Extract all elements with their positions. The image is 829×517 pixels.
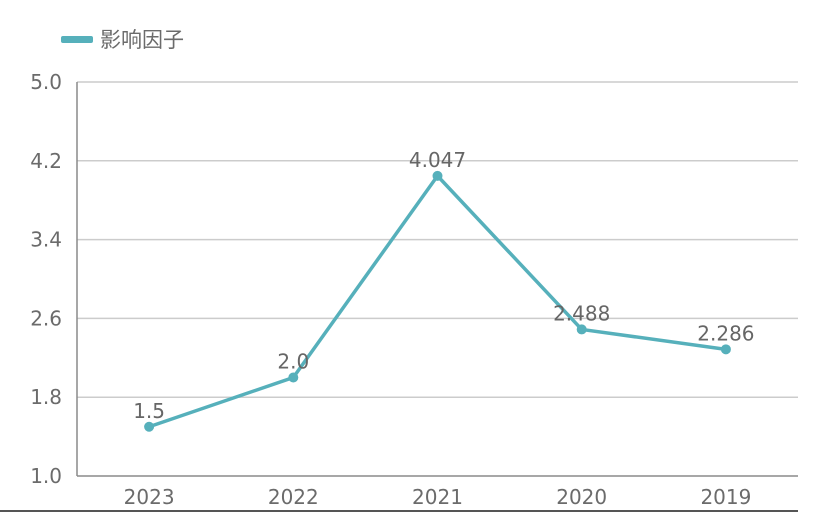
data-point	[432, 170, 443, 181]
grid-lines	[77, 81, 798, 398]
y-tick-label: 1.8	[30, 385, 62, 409]
y-tick-label: 5.0	[30, 70, 62, 94]
y-axis: 1.0 1.8 2.6 3.4 4.2 5.0	[30, 70, 78, 488]
data-label: 4.047	[409, 148, 466, 172]
x-tick-label: 2019	[700, 485, 751, 509]
data-label: 1.5	[133, 399, 165, 423]
data-point	[144, 421, 155, 432]
y-tick-label: 4.2	[30, 149, 62, 173]
x-tick-label: 2023	[124, 485, 175, 509]
y-tick-label: 3.4	[30, 228, 62, 252]
legend: 影响因子	[61, 28, 184, 52]
data-label: 2.0	[277, 350, 309, 374]
legend-swatch	[61, 36, 93, 43]
x-axis: 2023 2022 2021 2020 2019	[0, 475, 798, 512]
data-point	[288, 372, 299, 383]
data-label: 2.488	[553, 301, 610, 325]
series-layer: 1.5 2.0 4.047 2.488 2.286	[133, 148, 755, 432]
y-tick-label: 1.0	[30, 464, 62, 488]
series-line	[147, 174, 728, 429]
data-point	[576, 324, 587, 335]
x-tick-label: 2020	[556, 485, 607, 509]
x-tick-label: 2021	[412, 485, 463, 509]
legend-label: 影响因子	[100, 28, 184, 52]
data-label: 2.286	[697, 321, 754, 345]
data-point	[720, 344, 731, 355]
x-tick-label: 2022	[268, 485, 319, 509]
y-tick-label: 2.6	[30, 306, 62, 330]
